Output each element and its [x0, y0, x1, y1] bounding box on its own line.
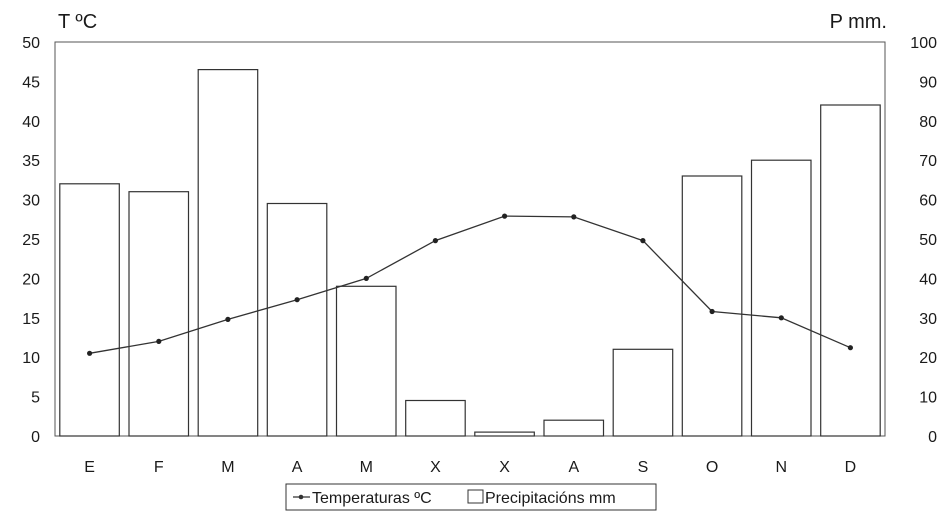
- temperature-point: [225, 316, 231, 322]
- y-left-tick-label: 0: [31, 429, 40, 446]
- y-right-tick-label: 100: [910, 35, 937, 52]
- temperature-point: [363, 275, 369, 281]
- precipitation-bar: [335, 285, 397, 437]
- y-right-tick-label: 20: [919, 350, 937, 367]
- y-right-axis-title: P mm.: [830, 11, 887, 33]
- legend-line-marker: [298, 494, 304, 500]
- y-right-tick-label: 40: [919, 271, 937, 288]
- legend-precipitation-label: Precipitacións mm: [485, 490, 616, 507]
- y-right-tick-label: 80: [919, 114, 937, 131]
- temperature-point: [87, 350, 93, 356]
- y-left-axis-title: T ºC: [58, 11, 97, 33]
- temperature-point: [294, 297, 300, 303]
- x-tick-label: M: [360, 459, 373, 476]
- y-left-tick-label: 35: [22, 153, 40, 170]
- precipitation-bar: [405, 399, 466, 437]
- y-right-tick-labels: 0 10 20 30 40 50 60 70 80 90 100: [910, 35, 937, 446]
- y-right-tick-label: 0: [928, 429, 937, 446]
- x-tick-label: N: [776, 459, 788, 476]
- y-left-tick-label: 15: [22, 311, 40, 328]
- temperature-point: [847, 345, 854, 351]
- x-tick-label: E: [84, 459, 95, 476]
- temperature-point: [432, 238, 438, 244]
- y-right-tick-label: 60: [919, 193, 937, 210]
- temperature-line: [87, 213, 854, 356]
- x-tick-label: M: [221, 459, 234, 476]
- legend-temperature-label: Temperaturas ºC: [312, 490, 432, 507]
- legend: Temperaturas ºC Precipitacións mm: [285, 483, 657, 511]
- precipitation-bar: [59, 183, 120, 437]
- precipitation-bar: [820, 104, 881, 437]
- legend-bar-swatch: [467, 489, 484, 504]
- y-right-tick-label: 50: [919, 232, 937, 249]
- x-tick-label: S: [638, 459, 649, 476]
- plot-area: [54, 41, 886, 437]
- temperature-point: [571, 214, 577, 220]
- y-left-tick-label: 40: [22, 114, 40, 131]
- y-left-tick-labels: 0 5 10 15 20 25 30 35 40 45 50: [22, 35, 40, 446]
- precipitation-bar: [197, 68, 259, 437]
- temperature-point: [640, 238, 646, 244]
- y-left-tick-label: 45: [22, 74, 40, 91]
- precipitation-bar: [681, 175, 743, 437]
- y-left-tick-label: 50: [22, 35, 40, 52]
- y-right-tick-label: 30: [919, 311, 937, 328]
- y-left-tick-label: 10: [22, 350, 40, 367]
- precipitation-bar: [474, 431, 535, 437]
- temperature-point: [709, 308, 715, 315]
- x-tick-label: X: [430, 459, 441, 476]
- y-right-tick-label: 10: [919, 390, 937, 407]
- temperature-point: [502, 213, 508, 219]
- y-left-tick-label: 25: [22, 232, 40, 249]
- y-right-tick-label: 90: [919, 74, 937, 91]
- temperature-point: [156, 338, 162, 344]
- precipitation-bar: [266, 202, 328, 437]
- y-right-tick-label: 70: [919, 153, 937, 170]
- precipitation-bars: [59, 68, 881, 437]
- y-left-tick-label: 20: [22, 271, 40, 288]
- x-tick-label: O: [706, 459, 718, 476]
- x-tick-label: F: [154, 459, 164, 476]
- x-tick-label: D: [845, 459, 857, 476]
- x-tick-label: A: [292, 459, 303, 476]
- precipitation-bar: [750, 159, 812, 437]
- x-tick-label: X: [499, 459, 510, 476]
- precipitation-bar: [128, 191, 190, 437]
- y-left-tick-label: 30: [22, 193, 40, 210]
- x-tick-label: A: [568, 459, 579, 476]
- temperature-point: [778, 315, 784, 321]
- precipitation-bar: [612, 348, 674, 437]
- y-left-tick-label: 5: [31, 390, 40, 407]
- temperature-series-line: [89, 215, 851, 354]
- precipitation-bar: [543, 419, 605, 437]
